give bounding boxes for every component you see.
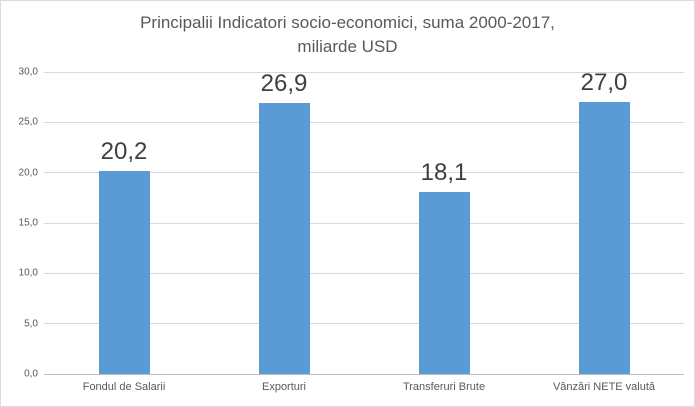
bar-3 — [418, 192, 470, 374]
chart-title-line-1: Principalii Indicatori socio-economici, … — [140, 13, 555, 32]
gridline — [44, 272, 684, 274]
y-tick-label: 20,0 — [18, 167, 38, 179]
bar-4 — [578, 102, 630, 374]
plot-area: 20,2 26,9 18,1 27,0 — [44, 69, 684, 375]
x-category-label-4: Vânzări NETE valută — [552, 381, 656, 393]
value-label-3: 18,1 — [420, 159, 468, 186]
y-tick-label: 0,0 — [24, 368, 38, 380]
x-axis-line — [44, 373, 684, 375]
chart-title: Principalii Indicatori socio-economici, … — [1, 11, 694, 59]
gridline — [44, 71, 684, 73]
y-tick-label: 15,0 — [18, 217, 38, 229]
gridline — [44, 121, 684, 123]
x-category-label-3: Transferuri Brute — [402, 381, 486, 393]
gridline — [44, 323, 684, 325]
y-tick-label: 10,0 — [18, 267, 38, 279]
gridline — [44, 222, 684, 224]
x-category-label-2: Exporturi — [261, 381, 307, 393]
value-label-4: 27,0 — [580, 69, 628, 96]
bar-1 — [98, 171, 150, 374]
x-category-label-1: Fondul de Salarii — [82, 381, 166, 393]
y-tick-label: 25,0 — [18, 116, 38, 128]
gridline — [44, 172, 684, 174]
value-label-1: 20,2 — [100, 138, 148, 165]
y-axis: 0,0 5,0 10,0 15,0 20,0 25,0 30,0 — [1, 67, 38, 380]
value-label-2: 26,9 — [260, 70, 308, 97]
y-tick-label: 30,0 — [18, 66, 38, 78]
y-tick-label: 5,0 — [24, 318, 38, 330]
x-axis: Fondul de Salarii Exporturi Transferuri Br… — [44, 381, 684, 393]
chart-title-line-2: miliarde USD — [297, 37, 398, 56]
bar-2 — [258, 103, 310, 374]
